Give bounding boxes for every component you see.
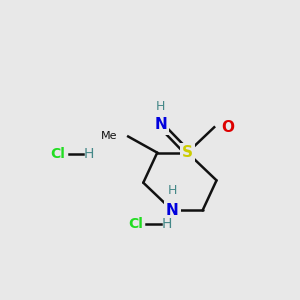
Text: S: S — [182, 145, 193, 160]
Text: Cl: Cl — [50, 147, 65, 161]
Text: Cl: Cl — [128, 217, 143, 231]
Text: H: H — [162, 217, 172, 231]
Text: O: O — [221, 120, 234, 135]
Text: H: H — [156, 100, 165, 113]
Text: N: N — [154, 117, 167, 132]
Text: H: H — [168, 184, 177, 197]
Text: Me: Me — [101, 131, 118, 142]
Text: H: H — [84, 147, 94, 161]
Text: N: N — [166, 203, 179, 218]
